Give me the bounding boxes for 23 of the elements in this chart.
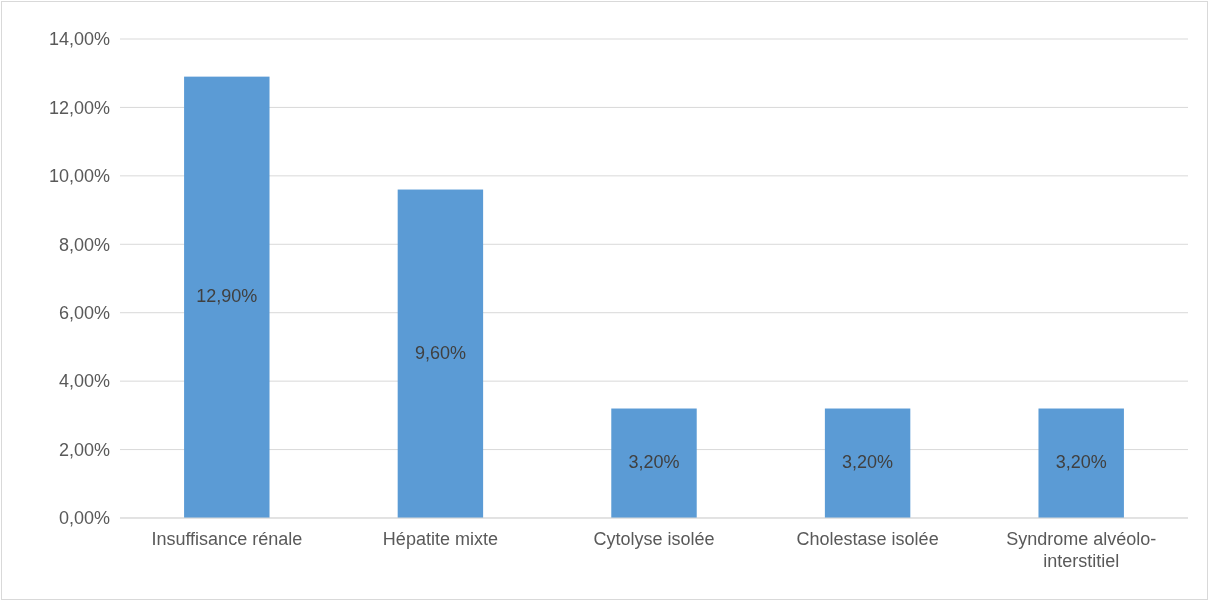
x-tick-label: Cytolyse isolée <box>593 528 715 549</box>
data-label: 12,90% <box>196 286 258 307</box>
y-tick-label: 8,00% <box>58 234 110 255</box>
bar <box>1038 408 1124 518</box>
y-tick-label: 14,00% <box>48 29 110 50</box>
y-tick-label: 0,00% <box>58 508 110 529</box>
data-label: 9,60% <box>414 342 466 363</box>
x-tick-label: Insuffisance rénale <box>151 528 303 549</box>
bar <box>397 189 484 518</box>
y-tick-label: 4,00% <box>58 371 110 392</box>
y-tick-label: 6,00% <box>58 302 110 323</box>
bar <box>184 76 270 518</box>
data-label: 3,20% <box>628 452 680 473</box>
y-tick-label: 10,00% <box>48 166 110 187</box>
y-tick-label: 2,00% <box>58 439 110 460</box>
x-tick-label: Syndrome alvéolo-interstitiel <box>1006 528 1157 572</box>
x-tick-label: Hépatite mixte <box>382 528 498 549</box>
bar <box>824 408 911 518</box>
data-label: 3,20% <box>842 452 894 473</box>
x-tick-label: Cholestase isolée <box>796 528 939 549</box>
bar <box>611 408 697 518</box>
data-label: 3,20% <box>1055 452 1107 473</box>
y-tick-label: 12,00% <box>48 97 110 118</box>
